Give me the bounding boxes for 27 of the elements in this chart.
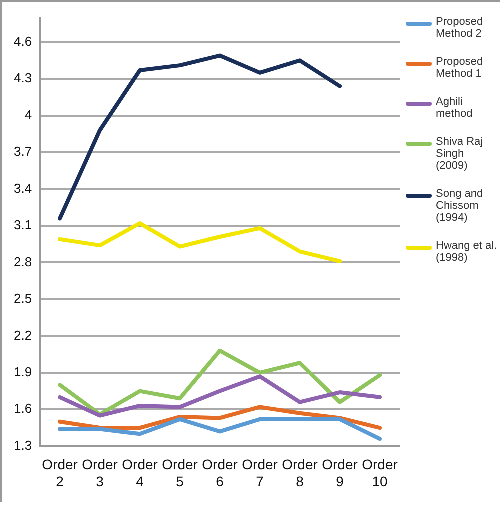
x-tick-label: Order 4 (122, 456, 158, 490)
y-tick-label: 3.1 (14, 218, 32, 233)
y-tick-label: 1.9 (14, 364, 32, 380)
y-tick-label: 2.8 (14, 254, 32, 270)
y-tick-label: 4 (24, 107, 32, 122)
x-tick-label: Order 5 (162, 456, 198, 490)
x-tick-label: Order 10 (362, 456, 398, 490)
legend-label: Hwang et al. (1998) (436, 240, 498, 264)
legend-label: Song and Chissom (1994) (436, 188, 484, 224)
legend-label: Aghili method (436, 96, 474, 120)
y-tick-label: 4.3 (14, 70, 32, 86)
x-tick-label: Order 6 (202, 456, 238, 490)
x-tick-label: Order 3 (82, 456, 118, 490)
legend-label: Proposed Method 1 (436, 56, 484, 80)
y-tick-label: 3.4 (14, 180, 32, 196)
y-tick-label: 2.5 (14, 291, 32, 306)
y-tick-label: 3.7 (14, 144, 32, 160)
legend-label: Proposed Method 2 (436, 16, 484, 40)
y-tick-label: 2.2 (14, 328, 32, 343)
y-tick-label: 1.3 (14, 438, 32, 453)
x-tick-label: Order 9 (322, 456, 358, 490)
y-tick-label: 1.6 (14, 401, 32, 416)
x-tick-label: Order 8 (282, 456, 318, 490)
x-tick-label: Order 7 (242, 456, 278, 490)
legend-label: Shiva Raj Singh (2009) (436, 136, 484, 172)
x-tick-label: Order 2 (42, 456, 78, 490)
y-tick-label: 4.6 (14, 34, 32, 49)
